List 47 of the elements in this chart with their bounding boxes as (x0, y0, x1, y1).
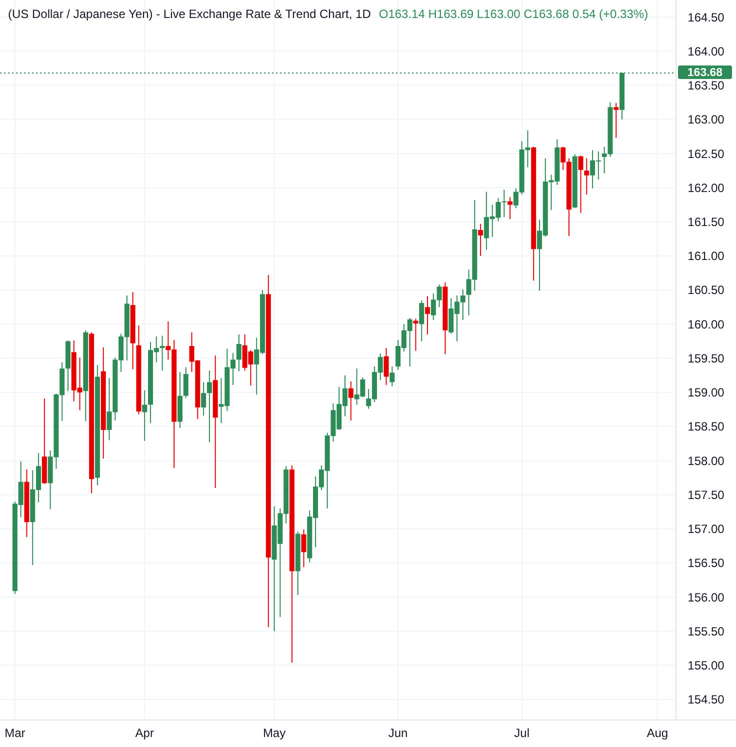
y-tick-label: 155.50 (688, 624, 725, 638)
x-tick-label: Jul (514, 726, 530, 740)
x-tick-label: May (262, 726, 286, 740)
y-tick-label: 164.50 (688, 10, 725, 24)
y-tick-label: 160.00 (688, 317, 725, 332)
y-tick-label: 158.50 (688, 420, 725, 434)
candlestick (478, 223, 484, 256)
y-tick-label: 164.00 (688, 44, 725, 58)
y-tick-label: 157.50 (688, 488, 725, 502)
y-tick-label: 156.00 (688, 590, 725, 604)
text: O163.14 H163.69 L163.00 C163.68 0.54 (+0.33%) (378, 7, 648, 21)
y-tick-label: 154.50 (688, 692, 725, 707)
y-tick-label: 163.00 (688, 112, 725, 127)
ref-line-label: 163.68 (687, 67, 724, 80)
x-tick-label: Mar (4, 726, 26, 740)
candlestick (425, 296, 430, 335)
x-tick-label: Jun (388, 726, 408, 740)
y-tick-label: 159.00 (688, 386, 725, 400)
text: (US Dollar / Japanese Yen) - Live Exchange Rate & Trend Chart, 1D (8, 7, 372, 21)
y-tick-label: 159.50 (688, 351, 725, 366)
candlestick (578, 155, 584, 214)
y-tick-label: 157.00 (688, 522, 725, 536)
candlestick (201, 382, 206, 416)
y-tick-label: 161.50 (688, 215, 725, 229)
candlestick (236, 334, 242, 372)
y-tick-label: 162.00 (688, 180, 725, 195)
y-tick-label: 158.00 (688, 454, 725, 468)
candlestick (384, 348, 389, 386)
candlestick (390, 366, 395, 387)
y-tick-label: 162.50 (688, 146, 725, 161)
candlestick (206, 370, 212, 443)
candlestick (584, 158, 590, 195)
candlestick (142, 390, 148, 442)
y-tick-label: 156.50 (688, 556, 725, 570)
candlestick (301, 529, 306, 568)
y-tick-label: 163.50 (688, 78, 725, 93)
candlestick (413, 318, 418, 352)
candlestick (160, 335, 165, 372)
x-tick-label: Apr (135, 726, 154, 740)
candlestick (419, 300, 424, 342)
candlestick (614, 102, 619, 138)
candlestick (183, 366, 188, 398)
candlestick (348, 381, 354, 421)
y-tick-label: 161.00 (688, 249, 725, 264)
y-tick-label: 160.50 (688, 283, 725, 298)
y-tick-label: 155.00 (688, 658, 725, 673)
x-tick-label: Aug (646, 726, 668, 740)
